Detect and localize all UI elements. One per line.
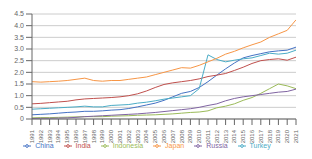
svg-text:2.0: 2.0 [14,69,24,76]
svg-text:2017: 2017 [258,129,264,143]
svg-text:1993: 1993 [47,129,53,143]
svg-text:2013: 2013 [223,129,229,143]
svg-text:1998: 1998 [91,129,97,143]
svg-text:2015: 2015 [240,129,246,143]
svg-text:3.0: 3.0 [14,45,24,52]
svg-text:2006: 2006 [161,129,167,143]
svg-text:2002: 2002 [126,129,132,143]
svg-text:2016: 2016 [249,129,255,143]
svg-text:1999: 1999 [99,129,105,143]
svg-text:4.5: 4.5 [14,10,24,17]
svg-text:1997: 1997 [82,129,88,143]
svg-text:1996: 1996 [73,129,79,143]
html-text:Russia: Russia [206,142,228,149]
svg-text:2020: 2020 [284,129,290,143]
html-text:China: China [35,142,54,149]
html-text:Indonesia: Indonesia [112,142,144,149]
svg-text:1992: 1992 [38,129,44,143]
svg-text:2005: 2005 [152,129,158,143]
svg-text:1994: 1994 [55,129,61,143]
svg-text:2018: 2018 [267,129,273,143]
svg-text:1991: 1991 [29,129,35,143]
svg-text:2003: 2003 [135,129,141,143]
html-text:India: India [75,142,91,149]
svg-text:2.5: 2.5 [14,57,24,64]
html-text:Turkey: Turkey [249,142,271,149]
svg-text:1995: 1995 [64,129,70,143]
svg-text:2001: 2001 [117,129,123,143]
svg-text:2012: 2012 [214,129,220,143]
svg-text:1.0: 1.0 [14,92,24,99]
svg-text:4.0: 4.0 [14,22,24,29]
svg-text:3.5: 3.5 [14,34,24,41]
svg-text:2011: 2011 [205,129,211,143]
svg-text:0.5: 0.5 [14,104,24,111]
svg-text:2000: 2000 [108,129,114,143]
svg-text:2004: 2004 [143,129,149,143]
svg-text:2008: 2008 [179,129,185,143]
svg-text:2014: 2014 [231,129,237,143]
svg-text:2010: 2010 [196,129,202,143]
svg-text:2019: 2019 [275,129,281,143]
svg-text:0: 0 [20,115,24,122]
html-text:Japan: Japan [165,142,185,149]
svg-text:2021: 2021 [293,129,299,143]
svg-text:2007: 2007 [170,129,176,143]
svg-text:1.5: 1.5 [14,80,24,87]
svg-text:2009: 2009 [187,129,193,143]
